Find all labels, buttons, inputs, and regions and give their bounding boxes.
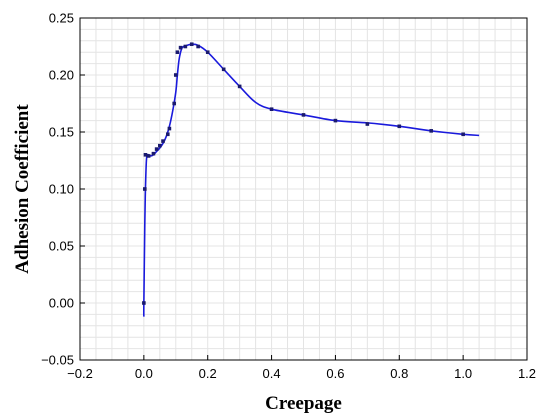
data-point — [237, 84, 242, 89]
data-point — [158, 143, 162, 148]
data-point — [429, 129, 434, 133]
y-tick-label: 0.05 — [49, 239, 74, 254]
grid — [80, 18, 527, 360]
y-tick-label: 0.15 — [49, 125, 74, 140]
data-point — [143, 153, 148, 157]
data-point — [333, 118, 338, 123]
data-point — [196, 44, 200, 49]
x-tick-label: 0.0 — [135, 366, 153, 381]
x-axis-title: Creepage — [265, 393, 342, 414]
series-line — [142, 43, 480, 317]
data-point — [154, 147, 159, 151]
data-point — [189, 42, 194, 47]
x-tick-label: 0.8 — [390, 366, 408, 381]
y-tick-label: 0.00 — [49, 296, 74, 311]
data-point — [301, 113, 306, 117]
data-point — [178, 45, 183, 50]
y-tick-label: 0.20 — [49, 68, 74, 83]
y-axis-title: Adhesion Coefficient — [12, 104, 33, 274]
x-tick-label: 0.6 — [326, 366, 344, 381]
data-point — [142, 301, 146, 305]
x-tick-label: 1.0 — [454, 366, 472, 381]
data-point — [175, 50, 180, 54]
y-axis-ticks: −0.05 0.00 0.05 0.10 0.15 0.20 0.25 — [41, 11, 85, 368]
x-axis-ticks: −0.2 0.0 0.2 0.4 0.6 0.8 1.0 1.2 — [67, 355, 536, 381]
data-point — [205, 50, 210, 54]
x-tick-label: 1.2 — [518, 366, 536, 381]
data-point — [151, 151, 156, 156]
y-tick-label: 0.10 — [49, 182, 74, 197]
data-point — [365, 122, 370, 126]
data-point — [461, 132, 465, 137]
x-tick-label: 0.4 — [263, 366, 281, 381]
data-point — [161, 139, 165, 143]
data-point — [172, 101, 176, 106]
data-point — [269, 107, 274, 111]
data-point — [143, 187, 147, 191]
data-point — [397, 124, 402, 129]
data-point — [183, 44, 188, 49]
data-point — [221, 67, 226, 72]
y-tick-label: 0.25 — [49, 11, 74, 26]
data-markers — [142, 42, 465, 305]
y-tick-label: −0.05 — [41, 353, 74, 368]
data-point — [146, 154, 151, 158]
x-tick-label: 0.2 — [199, 366, 217, 381]
x-tick-label: −0.2 — [67, 366, 93, 381]
data-point — [167, 126, 172, 131]
data-point — [173, 73, 178, 77]
data-point — [166, 132, 170, 137]
